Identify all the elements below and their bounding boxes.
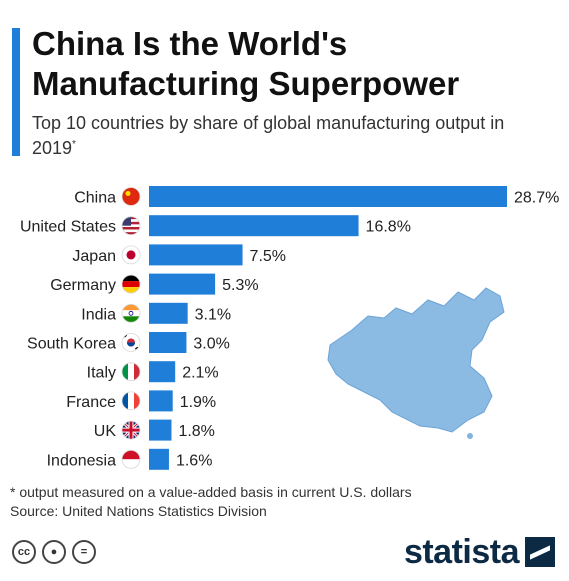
creative-commons-icon: cc [12, 540, 36, 564]
value-label: 3.1% [195, 306, 231, 323]
usa-flag-icon [122, 216, 140, 235]
category-label: United States [20, 219, 116, 236]
china-map-shape [327, 287, 505, 433]
value-label: 1.9% [180, 394, 216, 411]
bar-row: India 3.1% [81, 302, 231, 324]
footnote: * output measured on a value-added basis… [10, 484, 412, 500]
category-label: France [66, 394, 116, 411]
value-label: 1.6% [176, 452, 212, 469]
france-flag-icon [122, 391, 140, 410]
india-flag-icon [122, 304, 140, 323]
bar [149, 302, 188, 324]
chart-title: China Is the World's Manufacturing Super… [32, 25, 460, 102]
category-label: India [81, 306, 116, 323]
italy-flag-icon [122, 362, 140, 381]
china-map-icon [327, 287, 505, 439]
bar [149, 361, 176, 383]
china-map-island [467, 433, 473, 439]
bar [149, 419, 172, 441]
license-icons: cc ● = [12, 540, 96, 564]
bar-row: France 1.9% [66, 390, 216, 412]
statista-logo-text: statista [403, 533, 520, 571]
value-label: 3.0% [193, 336, 229, 353]
japan-flag-icon [122, 245, 140, 264]
bar-row: Italy 2.1% [87, 361, 219, 383]
bar-row: Indonesia 1.6% [47, 448, 212, 470]
bar-row: Germany 5.3% [50, 273, 259, 295]
category-label: Italy [87, 365, 116, 382]
statista-logo: statista [404, 532, 555, 572]
value-label: 5.3% [222, 277, 258, 294]
bar [149, 215, 359, 237]
bar [149, 186, 507, 207]
bars-group: China 28.7% United States 16.8% Japan 7.5% Ger… [20, 186, 559, 470]
category-label: Indonesia [47, 452, 116, 469]
attribution-person-icon: ● [42, 540, 66, 564]
germany-flag-icon [122, 275, 140, 294]
source-note: Source: United Nations Statistics Divisi… [10, 503, 267, 519]
value-label: 2.1% [182, 365, 218, 382]
bar-row: South Korea 3.0% [27, 332, 230, 353]
no-derivatives-icon: = [72, 540, 96, 564]
bar-row: Japan 7.5% [72, 244, 286, 266]
bar-row: United States 16.8% [20, 215, 411, 237]
subtitle-footnote-mark: * [72, 139, 76, 150]
value-label: 7.5% [250, 248, 286, 265]
chart-subtitle: Top 10 countries by share of global manu… [32, 113, 505, 158]
value-label: 16.8% [366, 219, 411, 236]
bar [149, 390, 173, 412]
category-label: South Korea [27, 336, 116, 353]
bar-row: UK 1.8% [94, 419, 215, 441]
value-label: 1.8% [178, 423, 214, 440]
category-label: China [74, 190, 116, 207]
value-label: 28.7% [514, 190, 559, 207]
bar [149, 332, 187, 353]
category-label: Germany [50, 277, 116, 294]
title-accent-bar [12, 28, 20, 156]
bar [149, 273, 216, 295]
china-flag-icon [122, 187, 140, 206]
bar [149, 244, 243, 266]
bar-row: China 28.7% [74, 186, 559, 207]
bar [149, 448, 169, 470]
category-label: Japan [72, 248, 116, 265]
uk-flag-icon [122, 421, 140, 440]
south-korea-flag-icon [122, 333, 140, 352]
category-label: UK [94, 423, 117, 440]
statista-logo-mark-icon [525, 537, 555, 567]
indonesia-flag-icon [122, 450, 140, 469]
